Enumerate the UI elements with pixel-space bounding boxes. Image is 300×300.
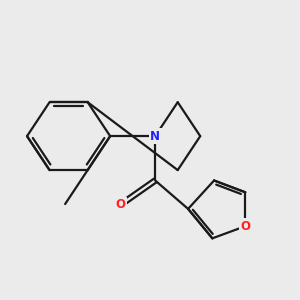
Text: O: O <box>116 198 126 211</box>
Text: O: O <box>240 220 250 233</box>
Text: N: N <box>150 130 160 142</box>
